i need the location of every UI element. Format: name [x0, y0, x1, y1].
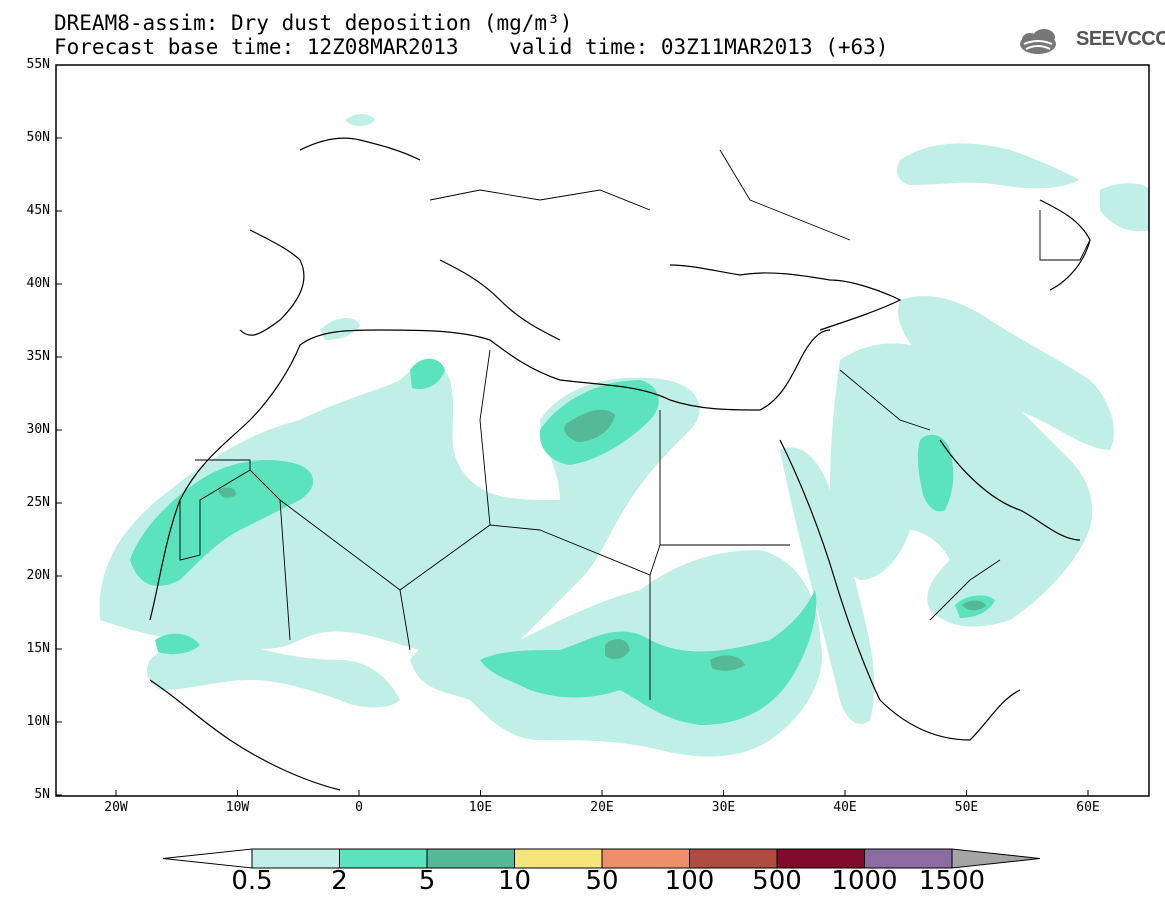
dust-area-w-sahara-2 [130, 460, 314, 586]
lat-label: 10N [26, 714, 50, 729]
lat-label: 50N [26, 130, 50, 145]
dust-area-gulf-2 [917, 434, 954, 512]
dust-area-sahel-west [147, 636, 400, 708]
lon-label: 10E [468, 800, 493, 815]
dust-area-red-sea [780, 447, 875, 724]
lon-label: 10W [225, 800, 250, 815]
colorbar-label: 50 [585, 866, 619, 896]
lon-label: 50E [954, 800, 979, 815]
dust-area-oman-5 [962, 600, 986, 611]
dust-area-iran [898, 296, 1114, 450]
colorbar-label: 0.5 [231, 866, 273, 896]
dust-area-libya-5 [564, 409, 615, 442]
lon-label: 60E [1076, 800, 1100, 815]
lat-label: 45N [26, 203, 50, 218]
colorbar-label: 1000 [831, 866, 898, 896]
lat-label: 15N [26, 641, 50, 656]
colorbar-label: 100 [664, 866, 715, 896]
lat-label: 25N [26, 495, 50, 510]
dust-area-sahel-2 [480, 590, 817, 725]
dust-area-caspian [897, 143, 1080, 189]
dust-area-senegal-2 [155, 633, 200, 655]
lat-label: 30N [26, 422, 50, 437]
dust-area-wsahara-5 [218, 487, 236, 498]
lat-label: 5N [34, 787, 50, 802]
forecast-time-line: Forecast base time: 12Z08MAR2013 valid t… [54, 35, 889, 59]
lat-label: 55N [26, 57, 50, 72]
axis-ticks [56, 64, 1089, 796]
lon-label: 20E [590, 800, 614, 815]
colorbar-label: 1500 [918, 866, 986, 896]
dust-area-morocco-small [320, 318, 360, 340]
country-borders [179, 149, 1091, 700]
dust-area-england [345, 114, 375, 126]
lon-label: 20W [104, 800, 128, 815]
lon-label: 0 [355, 800, 363, 815]
dust-area-east-north [1100, 183, 1149, 232]
cloud-icon [1020, 29, 1056, 54]
coastlines [149, 137, 1091, 791]
colorbar-label: 2 [331, 866, 348, 896]
lat-label: 20N [26, 568, 50, 583]
lat-label: 35N [26, 349, 50, 364]
dust-area-algeria-2 [410, 358, 445, 390]
lon-label: 40E [833, 800, 857, 815]
dust-area-sahel-5b [710, 655, 745, 671]
lat-label: 40N [26, 276, 50, 291]
colorbar-label: 10 [497, 866, 532, 896]
dust-area-sahel-5a [605, 638, 630, 660]
map-title: DREAM8-assim: Dry dust deposition (mg/m³… [54, 11, 573, 35]
dust-area-arabia [830, 343, 1093, 627]
colorbar-label: 500 [752, 866, 802, 896]
logo-text: SEEVCCC [1076, 28, 1165, 50]
colorbar-label: 5 [418, 866, 436, 896]
seevccc-logo [1020, 29, 1056, 54]
lon-label: 30E [711, 800, 736, 815]
dust-deposition-fields [99, 114, 1149, 757]
